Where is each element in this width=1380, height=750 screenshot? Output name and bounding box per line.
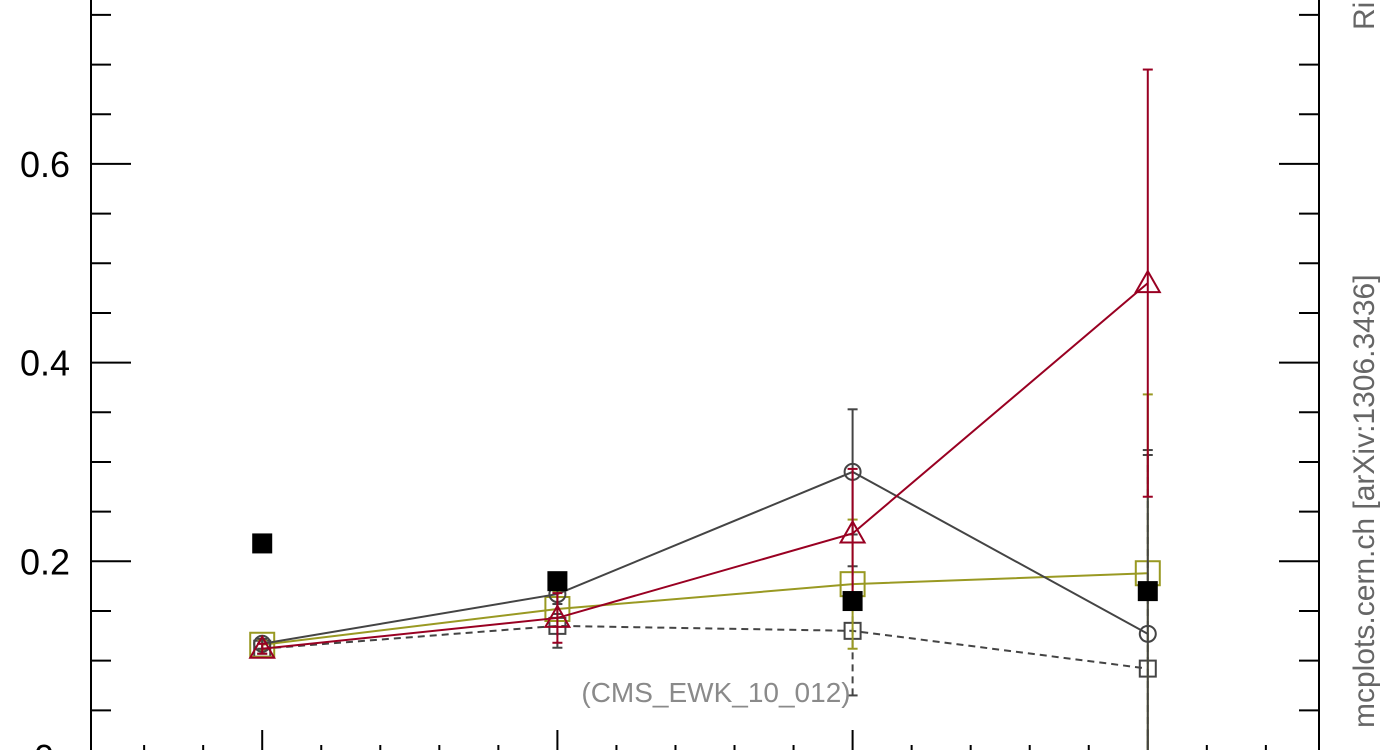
y-tick-label: 0.4 <box>20 343 70 384</box>
data-point <box>252 533 273 554</box>
x-axis-ticks <box>143 730 1267 750</box>
data-point <box>838 519 867 544</box>
data-point <box>547 571 568 592</box>
data-point <box>1138 624 1157 643</box>
data-point <box>1137 581 1158 602</box>
series-line <box>262 470 1149 645</box>
data-point <box>842 591 863 612</box>
data-point <box>1134 269 1162 294</box>
series-line <box>262 624 1148 670</box>
series-layer <box>248 68 1162 750</box>
y-axis-ticks: 0.2 0.4 0.6 <box>20 13 1319 712</box>
y-tick-label-bottom: 0 <box>34 737 54 750</box>
series-line <box>262 572 1148 646</box>
data-point <box>248 634 276 659</box>
corner-fragment-label: Ri <box>1348 2 1380 30</box>
mcplots-source-label: mcplots.cern.ch [arXiv:1306.3436] <box>1348 274 1380 728</box>
data-point <box>543 603 572 628</box>
plot-frame <box>90 0 1320 750</box>
series-filled-square <box>252 533 1158 612</box>
analysis-id-annotation: (CMS_EWK_10_012) <box>581 677 850 708</box>
series-line <box>262 282 1149 650</box>
y-tick-label: 0.6 <box>20 144 70 185</box>
series-open-triangle <box>248 68 1162 659</box>
y-tick-label: 0.2 <box>20 541 70 582</box>
